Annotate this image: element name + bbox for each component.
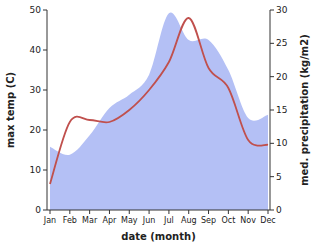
x-tick <box>188 210 189 214</box>
y2-tick <box>270 110 274 111</box>
x-tick-label: Jun <box>142 216 156 225</box>
x-tick <box>50 210 51 214</box>
y-tick <box>43 50 47 51</box>
x-axis-label: date (month) <box>121 231 195 242</box>
x-tick <box>208 210 209 214</box>
y-tick <box>43 10 47 11</box>
y-tick <box>43 130 47 131</box>
x-tick-label: Nov <box>240 216 256 225</box>
x-tick <box>89 210 90 214</box>
y2-tick <box>270 143 274 144</box>
y-tick-label: 30 <box>30 85 42 95</box>
y-tick-label: 0 <box>35 205 41 215</box>
x-tick-label: Apr <box>103 216 118 225</box>
y-tick-label: 10 <box>30 165 42 175</box>
y2-tick-label: 25 <box>276 38 287 48</box>
y2-tick-label: 0 <box>276 205 282 215</box>
x-tick <box>168 210 169 214</box>
y2-tick-label: 10 <box>276 138 288 148</box>
y2-tick <box>270 76 274 77</box>
y2-tick <box>270 10 274 11</box>
x-tick-label: May <box>121 216 138 225</box>
y-tick-label: 50 <box>30 5 42 15</box>
x-tick-label: Jul <box>163 216 174 225</box>
y2-tick-label: 30 <box>276 5 288 15</box>
x-axis-line <box>47 210 270 211</box>
x-tick <box>149 210 150 214</box>
chart: 0 10 20 30 40 50 0 5 10 15 20 25 30 Jan Feb Mar AprMay Ju… <box>0 0 318 247</box>
x-tick-label: Dec <box>260 216 275 225</box>
y-tick-label: 20 <box>30 125 42 135</box>
x-tick <box>228 210 229 214</box>
x-tick-label: Mar <box>82 216 98 225</box>
temperature-line <box>50 18 268 184</box>
x-tick-label: Sep <box>201 216 216 225</box>
y-tick <box>43 90 47 91</box>
y-tick <box>43 210 47 211</box>
y2-tick-label: 20 <box>276 72 288 82</box>
y2-tick <box>270 43 274 44</box>
precipitation-area <box>50 13 268 210</box>
x-tick-label: Oct <box>221 216 235 225</box>
plot-marks <box>50 13 268 210</box>
y-tick-label: 40 <box>30 45 42 55</box>
x-tick <box>109 210 110 214</box>
y2-tick <box>270 176 274 177</box>
x-tick-label: Jan <box>43 216 56 225</box>
y-axis-line <box>47 10 48 210</box>
x-tick-label: Feb <box>63 216 77 225</box>
y2-tick-label: 5 <box>276 172 282 182</box>
x-tick <box>69 210 70 214</box>
y2-tick-label: 15 <box>276 105 287 115</box>
x-tick-label: Aug <box>181 216 197 225</box>
y2-axis-label: med. precipitation (kg/m2) <box>299 34 310 186</box>
y2-tick <box>270 210 274 211</box>
x-tick <box>268 210 269 214</box>
x-tick <box>248 210 249 214</box>
y-axis-label: max temp (C) <box>5 72 16 148</box>
x-tick <box>129 210 130 214</box>
y-tick <box>43 170 47 171</box>
